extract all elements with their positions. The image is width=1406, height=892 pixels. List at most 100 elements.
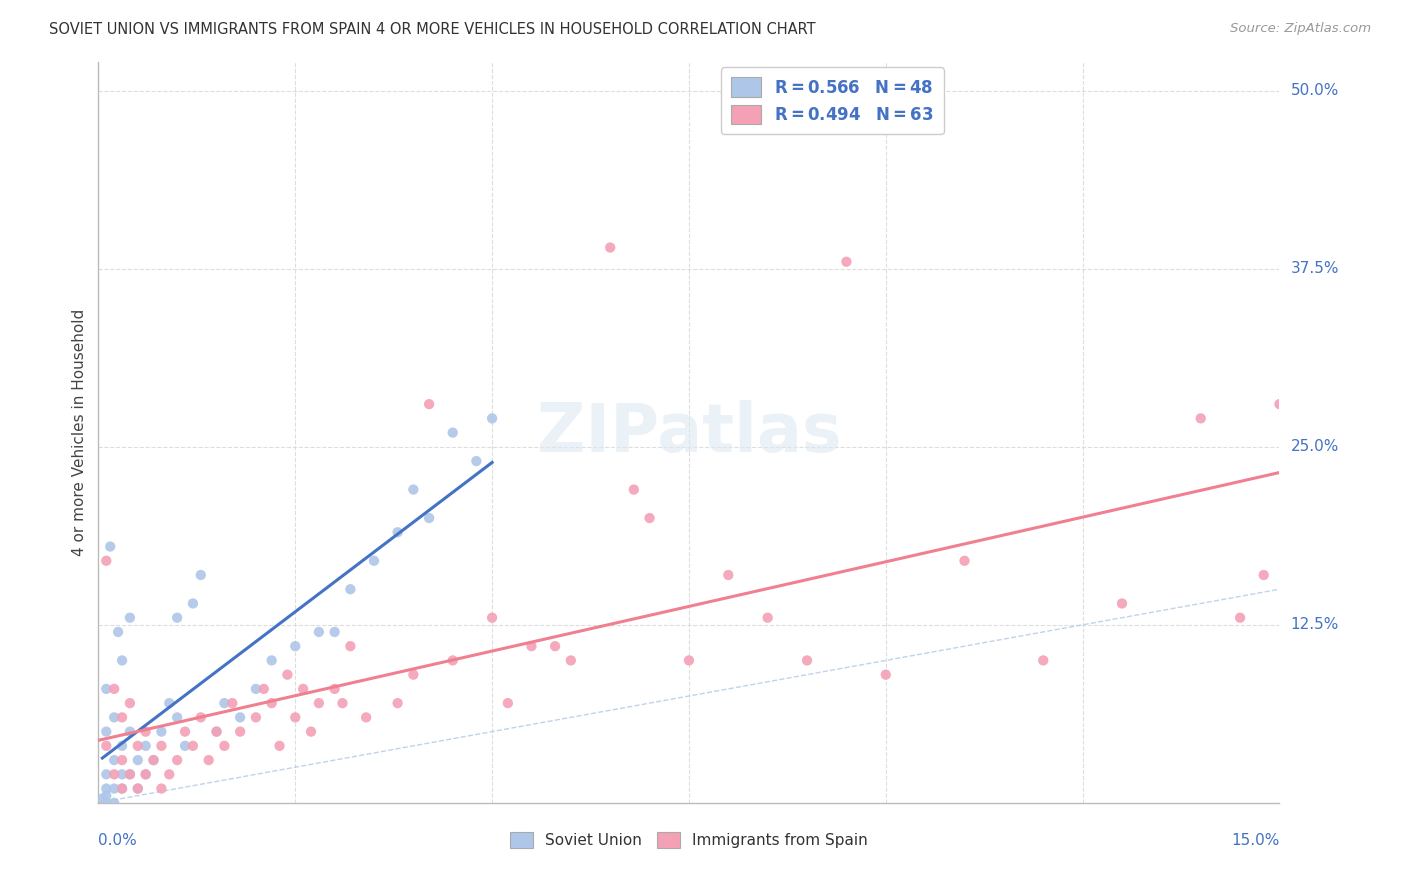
Point <box>402 667 425 681</box>
Point <box>441 425 464 440</box>
Point <box>150 724 173 739</box>
Point <box>135 767 157 781</box>
Point <box>717 568 740 582</box>
Point <box>481 411 503 425</box>
Point <box>127 781 149 796</box>
Point <box>197 753 219 767</box>
Point <box>323 681 346 696</box>
Point <box>260 696 283 710</box>
Point <box>1189 411 1212 425</box>
Point <box>103 753 125 767</box>
Point <box>339 582 361 597</box>
Text: 50.0%: 50.0% <box>1291 84 1339 98</box>
Point <box>96 681 118 696</box>
Point <box>111 739 134 753</box>
Point <box>107 624 129 639</box>
Point <box>142 753 165 767</box>
Point <box>174 724 197 739</box>
Text: 15.0%: 15.0% <box>1232 833 1279 848</box>
Point <box>111 753 134 767</box>
Point <box>441 653 464 667</box>
Text: 37.5%: 37.5% <box>1291 261 1339 277</box>
Point <box>299 724 322 739</box>
Point <box>142 753 165 767</box>
Text: Source: ZipAtlas.com: Source: ZipAtlas.com <box>1230 22 1371 36</box>
Point <box>796 653 818 667</box>
Point <box>96 789 118 803</box>
Point <box>284 639 307 653</box>
Point <box>118 767 141 781</box>
Point <box>166 610 188 624</box>
Point <box>835 254 858 268</box>
Point <box>221 696 243 710</box>
Point <box>103 781 125 796</box>
Point <box>308 624 330 639</box>
Point <box>323 624 346 639</box>
Point <box>292 681 315 696</box>
Point <box>245 710 267 724</box>
Text: 12.5%: 12.5% <box>1291 617 1339 632</box>
Point <box>111 781 134 796</box>
Point <box>363 554 385 568</box>
Point <box>418 511 440 525</box>
Point <box>135 767 157 781</box>
Point <box>339 639 361 653</box>
Point <box>402 483 425 497</box>
Point <box>1032 653 1054 667</box>
Y-axis label: 4 or more Vehicles in Household: 4 or more Vehicles in Household <box>72 309 87 557</box>
Point <box>678 653 700 667</box>
Point <box>418 397 440 411</box>
Point <box>276 667 298 681</box>
Point <box>1111 597 1133 611</box>
Point <box>135 739 157 753</box>
Point <box>118 696 141 710</box>
Point <box>756 610 779 624</box>
Point <box>91 791 114 805</box>
Point <box>214 696 236 710</box>
Point <box>465 454 488 468</box>
Point <box>387 696 409 710</box>
Point <box>127 739 149 753</box>
Point <box>96 767 118 781</box>
Point <box>103 796 125 810</box>
Point <box>544 639 567 653</box>
Point <box>496 696 519 710</box>
Point <box>284 710 307 724</box>
Point <box>245 681 267 696</box>
Point <box>127 781 149 796</box>
Point <box>354 710 377 724</box>
Point <box>253 681 276 696</box>
Point <box>638 511 661 525</box>
Point <box>260 653 283 667</box>
Point <box>560 653 582 667</box>
Point <box>103 681 125 696</box>
Point <box>205 724 228 739</box>
Point <box>1268 397 1291 411</box>
Point <box>520 639 543 653</box>
Point <box>623 483 645 497</box>
Point <box>103 767 125 781</box>
Point <box>308 696 330 710</box>
Point <box>96 796 118 810</box>
Point <box>875 667 897 681</box>
Point <box>157 696 180 710</box>
Point <box>181 739 204 753</box>
Point <box>387 525 409 540</box>
Point <box>96 724 118 739</box>
Point <box>111 710 134 724</box>
Point <box>103 710 125 724</box>
Point <box>111 767 134 781</box>
Point <box>181 597 204 611</box>
Point <box>190 568 212 582</box>
Point <box>96 554 118 568</box>
Point <box>96 739 118 753</box>
Point <box>166 753 188 767</box>
Point <box>150 781 173 796</box>
Point <box>214 739 236 753</box>
Point <box>229 710 252 724</box>
Point <box>157 767 180 781</box>
Point <box>98 540 121 554</box>
Point <box>118 724 141 739</box>
Text: ZIPatlas: ZIPatlas <box>537 400 841 466</box>
Point <box>599 240 621 255</box>
